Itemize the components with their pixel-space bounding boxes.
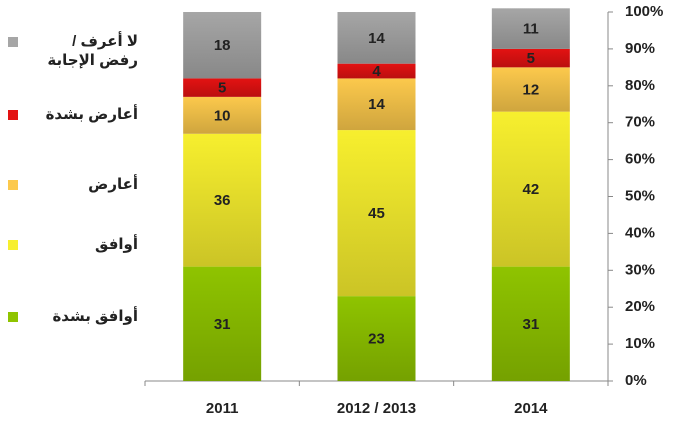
data-label: 12 [522,81,539,98]
y-tick-label: 40% [625,224,655,241]
legend-swatch [8,312,18,322]
bar-segment [491,111,570,267]
legend-label: أعارض [88,176,138,193]
data-label: 45 [368,205,385,222]
bar-segment [183,96,262,134]
data-label: 36 [214,192,231,209]
bar-segment [491,48,570,68]
legend-label: أوافق [95,236,138,253]
data-label: 5 [527,50,535,67]
y-tick-label: 30% [625,261,655,278]
data-label: 18 [214,37,231,54]
legend-swatch [8,37,18,47]
legend-swatch [8,110,18,120]
legend-item: أعارض بشدة [8,105,138,124]
bar-segment [183,266,262,381]
data-label: 42 [522,181,539,198]
y-tick-label: 0% [625,372,647,389]
y-tick-label: 20% [625,298,655,315]
x-tick-label: 2012 / 2013 [337,400,416,417]
data-label: 14 [368,30,385,47]
bar-segment [183,78,262,97]
data-label: 31 [522,316,539,333]
y-tick-label: 50% [625,187,655,204]
legend-swatch [8,240,18,250]
bar-segment [337,63,416,79]
y-tick-label: 60% [625,151,655,168]
data-label: 10 [214,107,231,124]
y-tick-label: 100% [625,3,663,20]
y-tick-label: 10% [625,335,655,352]
bar-segment [337,130,416,297]
bar-segment [337,296,416,381]
bar-segment [337,78,416,131]
data-label: 4 [372,63,381,80]
legend-label: أعارض بشدة [45,106,138,123]
legend-item: لا أعرف / رفض الإجابة [8,32,138,70]
legend-swatch [8,180,18,190]
bar-segment [491,67,570,112]
bar-segment [491,266,570,381]
bar-segment [183,12,262,79]
data-label: 14 [368,96,385,113]
data-label: 11 [523,21,539,38]
data-label: 5 [218,80,226,97]
y-tick-label: 70% [625,114,655,131]
bar-segment [183,133,262,267]
data-label: 23 [368,331,385,348]
y-tick-label: 90% [625,40,655,57]
y-tick-label: 80% [625,77,655,94]
legend-item: أوافق بشدة [8,307,138,326]
legend-item: أوافق [8,235,138,254]
bar-segment [491,8,570,49]
legend-label: لا أعرف / رفض الإجابة [47,33,138,69]
bar-segment [337,12,416,64]
legend-item: أعارض [8,175,138,194]
data-label: 31 [214,316,231,333]
x-tick-label: 2011 [206,400,239,417]
legend-label: أوافق بشدة [52,308,138,325]
x-tick-label: 2014 [514,400,548,417]
